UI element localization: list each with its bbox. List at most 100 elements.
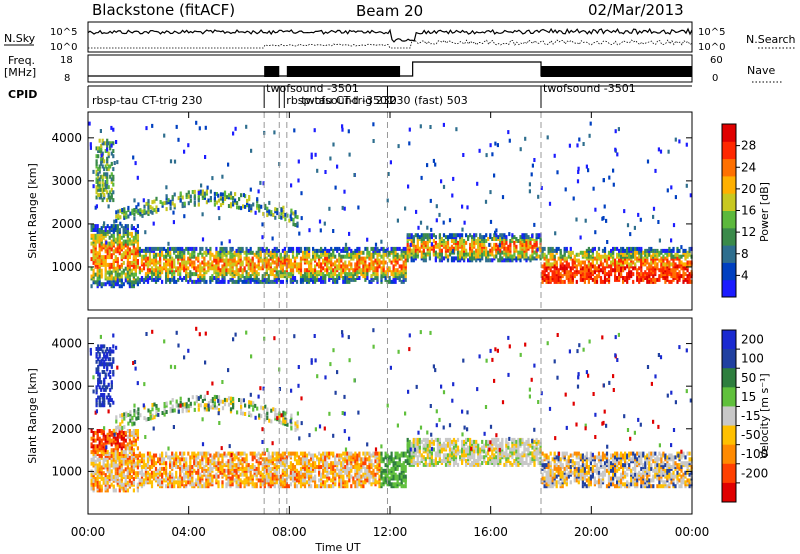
heatmap-cell xyxy=(179,272,182,277)
heatmap-cell xyxy=(144,256,148,261)
heatmap-cell xyxy=(213,254,216,259)
heatmap-cell xyxy=(173,279,176,284)
heatmap-cell xyxy=(362,256,365,261)
heatmap-cell xyxy=(511,254,514,259)
heatmap-cell xyxy=(114,436,117,441)
heatmap-cell xyxy=(271,254,274,259)
heatmap-cell xyxy=(646,279,649,284)
heatmap-cell xyxy=(199,276,202,280)
heatmap-cell xyxy=(197,202,200,207)
heatmap-cell xyxy=(98,268,101,273)
heatmap-cell xyxy=(198,126,201,131)
heatmap-cell xyxy=(525,233,528,238)
heatmap-cell xyxy=(356,270,359,275)
heatmap-cell xyxy=(358,260,361,265)
heatmap-cell xyxy=(185,457,188,462)
heatmap-cell xyxy=(469,250,472,255)
heatmap-cell xyxy=(523,233,526,238)
heatmap-cell xyxy=(219,453,222,458)
heatmap-cell xyxy=(165,248,168,253)
heatmap-cell xyxy=(165,465,168,469)
heatmap-cell xyxy=(98,138,101,143)
heatmap-cell xyxy=(308,246,311,251)
heatmap-cell xyxy=(221,274,224,279)
heatmap-cell xyxy=(356,246,359,251)
heatmap-cell xyxy=(678,254,681,259)
heatmap-cell xyxy=(234,200,237,205)
heatmap-cell xyxy=(577,166,580,171)
heatmap-cell xyxy=(293,465,297,469)
heatmap-cell xyxy=(461,204,464,209)
heatmap-cell xyxy=(124,450,127,455)
heatmap-cell xyxy=(310,155,313,160)
heatmap-cell xyxy=(343,189,346,194)
heatmap-cell xyxy=(493,237,496,241)
heatmap-cell xyxy=(112,182,115,187)
heatmap-cell xyxy=(549,268,552,273)
heatmap-cell xyxy=(163,461,166,466)
heatmap-cell xyxy=(384,252,387,257)
heatmap-cell xyxy=(499,248,502,253)
heatmap-cell xyxy=(667,149,670,154)
heatmap-cell xyxy=(147,212,150,216)
heatmap-cell xyxy=(147,203,150,208)
heatmap-cell xyxy=(659,149,663,154)
heatmap-cell xyxy=(382,256,385,261)
heatmap-cell xyxy=(167,241,170,246)
heatmap-cell xyxy=(110,143,113,148)
heatmap-cell xyxy=(203,482,206,487)
heatmap-cell xyxy=(688,279,691,284)
heatmap-cell xyxy=(248,208,251,212)
heatmap-cell xyxy=(285,279,288,284)
heatmap-cell xyxy=(209,189,212,194)
heatmap-cell xyxy=(303,277,307,282)
heatmap-cell xyxy=(601,262,605,267)
heatmap-cell xyxy=(561,274,564,279)
heatmap-cell xyxy=(452,256,456,261)
nsky-series xyxy=(87,27,693,43)
heatmap-cell xyxy=(380,274,383,279)
heatmap-cell xyxy=(519,250,522,255)
heatmap-cell xyxy=(372,277,375,282)
heatmap-cell xyxy=(682,248,685,253)
heatmap-cell xyxy=(553,270,556,275)
heatmap-cell xyxy=(183,214,186,219)
heatmap-cell xyxy=(95,154,98,159)
heatmap-cell xyxy=(215,466,218,471)
heatmap-cell xyxy=(297,459,301,464)
heatmap-cell xyxy=(455,127,458,132)
heatmap-cell xyxy=(138,246,141,251)
heatmap-cell xyxy=(378,248,381,253)
heatmap-cell xyxy=(432,239,435,243)
heatmap-cell xyxy=(231,474,234,479)
heatmap-cell xyxy=(448,246,452,251)
heatmap-cell xyxy=(181,465,184,469)
heatmap-cell xyxy=(662,258,665,263)
heatmap-cell xyxy=(366,250,369,255)
heatmap-cell xyxy=(654,277,657,282)
heatmap-cell xyxy=(92,224,95,229)
heatmap-cell xyxy=(109,174,112,179)
heatmap-cell xyxy=(269,466,272,471)
heatmap-cell xyxy=(279,252,282,257)
heatmap-cell xyxy=(497,244,500,249)
heatmap-cell xyxy=(120,471,123,476)
heatmap-cell xyxy=(301,274,305,279)
heatmap-cell xyxy=(173,270,176,275)
heatmap-cell xyxy=(394,268,397,273)
heatmap-cell xyxy=(273,457,276,462)
heatmap-cell xyxy=(201,484,204,489)
heatmap-cell xyxy=(151,123,154,128)
heatmap-cell xyxy=(101,198,104,203)
heatmap-cell xyxy=(271,466,274,471)
heatmap-cell xyxy=(106,270,109,275)
heatmap-cell xyxy=(283,451,286,456)
heatmap-cell xyxy=(387,172,390,176)
heatmap-cell xyxy=(163,478,166,483)
heatmap-cell xyxy=(241,260,244,265)
heatmap-cell xyxy=(435,218,438,223)
heatmap-cell xyxy=(271,268,274,273)
heatmap-cell xyxy=(129,211,132,216)
heatmap-cell xyxy=(549,276,552,280)
heatmap-cell xyxy=(479,242,482,247)
